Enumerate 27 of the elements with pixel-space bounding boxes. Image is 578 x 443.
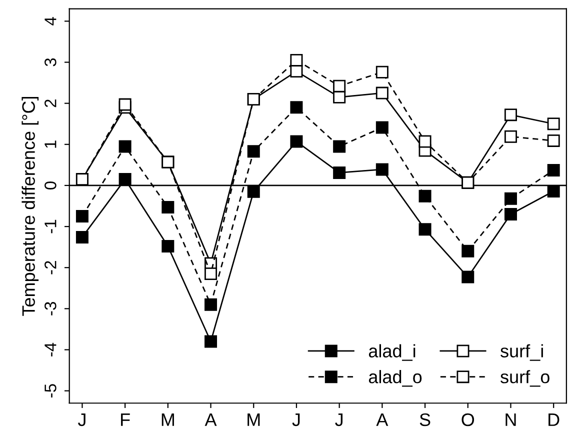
- legend-label: surf_i: [500, 344, 543, 361]
- x-tick-label: N: [506, 414, 516, 426]
- x-tick-label: D: [548, 414, 560, 426]
- y-tick-label: 3: [44, 58, 56, 66]
- y-tick-label: -2: [44, 261, 56, 274]
- x-tick-label: J: [292, 414, 300, 426]
- y-tick-label: 2: [44, 100, 56, 108]
- legend-label: surf_o: [500, 370, 550, 387]
- y-tick-label: -3: [44, 302, 56, 316]
- x-tick-label: J: [335, 414, 342, 426]
- x-tick-label: A: [376, 414, 388, 426]
- y-tick-label: -4: [44, 342, 56, 356]
- y-tick-label: 0: [44, 181, 56, 190]
- x-tick-label: O: [462, 413, 474, 426]
- y-tick-label: -1: [44, 220, 56, 234]
- x-tick-label: F: [121, 414, 130, 426]
- legend-label: alad_o: [368, 370, 422, 387]
- y-tick-label: -5: [44, 384, 56, 398]
- y-tick-label: 4: [44, 17, 56, 26]
- x-tick-label: M: [162, 414, 174, 426]
- y-tick-label: 1: [44, 140, 56, 148]
- y-axis-title: Temperature difference [°C]: [22, 96, 39, 316]
- legend-label: alad_i: [368, 344, 416, 361]
- x-tick-label: A: [204, 414, 217, 426]
- x-tick-label: S: [420, 413, 430, 426]
- x-tick-label: J: [78, 414, 86, 426]
- x-tick-label: M: [248, 414, 260, 426]
